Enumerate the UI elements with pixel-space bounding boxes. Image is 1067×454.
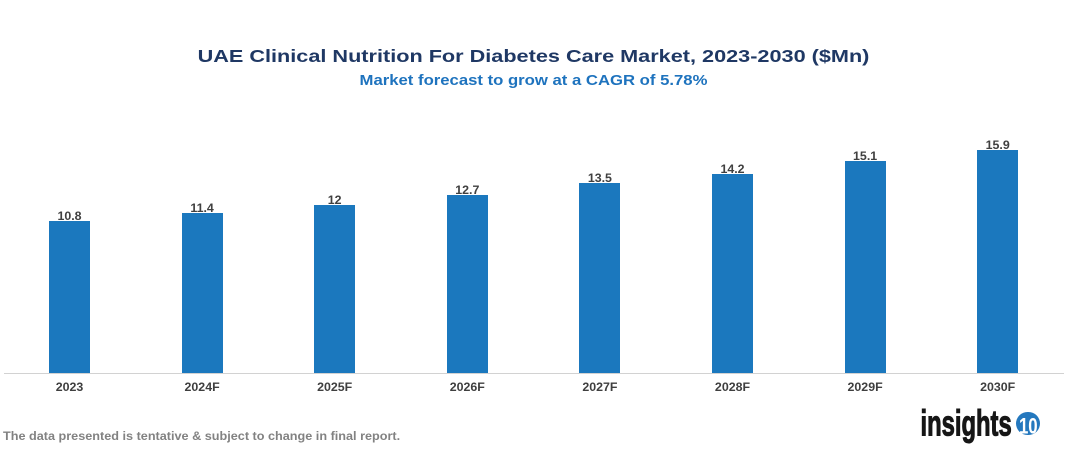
svg-text:10: 10 [1019, 414, 1038, 439]
svg-text:insights: insights [921, 403, 1012, 443]
